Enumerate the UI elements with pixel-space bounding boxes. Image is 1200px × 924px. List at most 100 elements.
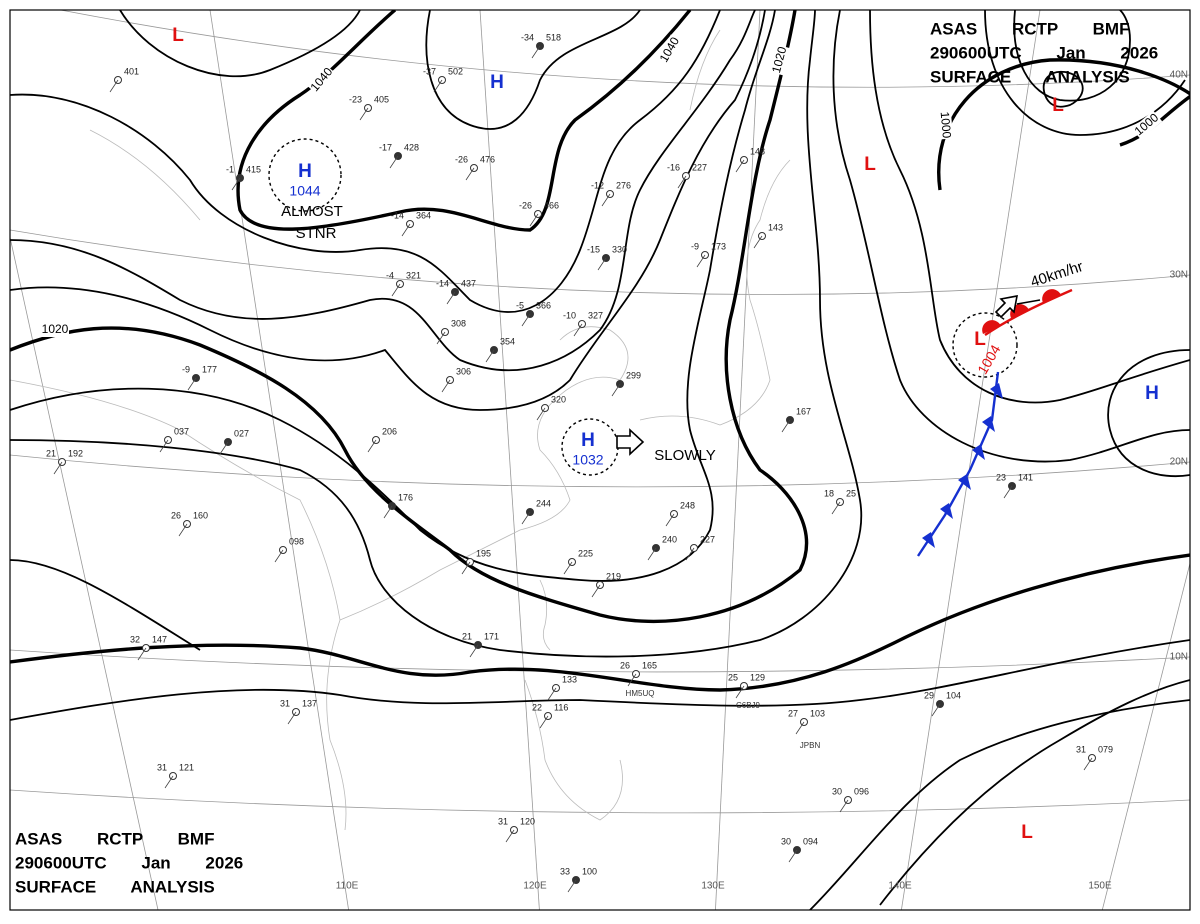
station-pressure: 330 — [612, 244, 627, 254]
ship-callsign: C6BJ9 — [736, 701, 761, 710]
latitude-label: 40N — [1170, 70, 1188, 81]
isobar-label-bg — [41, 323, 69, 337]
station-pressure: 133 — [562, 674, 577, 684]
station-pressure: 137 — [302, 698, 317, 708]
station-wind — [359, 107, 369, 121]
cold-front — [916, 371, 1000, 557]
station-pressure: 308 — [451, 318, 466, 328]
station-pressure: 276 — [616, 180, 631, 190]
pressure-center-symbol: H — [490, 72, 504, 93]
warm-front-semicircle — [1042, 289, 1061, 303]
station-pressure: 147 — [152, 634, 167, 644]
station-temperature: 25 — [728, 672, 738, 682]
station-wind — [647, 547, 657, 561]
station-wind — [485, 349, 495, 363]
station-wind — [389, 155, 399, 169]
station-wind — [781, 419, 791, 433]
station-pressure: 466 — [544, 200, 559, 210]
station-wind — [795, 721, 805, 735]
station-pressure: 225 — [578, 548, 593, 558]
station-wind — [367, 439, 377, 453]
isobar-label-bg — [936, 110, 954, 140]
station-temperature: 29 — [924, 690, 934, 700]
station-pressure: 364 — [416, 210, 431, 220]
station-wind — [547, 687, 557, 701]
station-wind — [109, 79, 119, 93]
station-wind — [231, 177, 241, 191]
station-wind — [274, 549, 284, 563]
station-wind — [465, 167, 475, 181]
station-temperature: 31 — [280, 698, 290, 708]
station-pressure: 518 — [546, 32, 561, 42]
longitude-label: 120E — [523, 881, 547, 892]
station-wind — [563, 561, 573, 575]
station-wind — [567, 879, 577, 893]
station-wind — [536, 407, 546, 421]
map-frame — [9, 9, 1191, 911]
isobar-label: 1020 — [42, 322, 69, 336]
station-pressure: 437 — [461, 278, 476, 288]
isobar-label: 1000 — [938, 111, 954, 139]
station-pressure: 428 — [404, 142, 419, 152]
longitude-label: 140E — [888, 881, 912, 892]
station-wind — [159, 439, 169, 453]
station-pressure: 354 — [500, 336, 515, 346]
station-wind — [505, 829, 515, 843]
station-pressure: 165 — [642, 660, 657, 670]
station-temperature: -34 — [521, 32, 534, 42]
ship-callsign: JPBN — [800, 741, 821, 750]
station-temperature: 31 — [157, 762, 167, 772]
station-wind — [665, 513, 675, 527]
station-wind — [531, 45, 541, 59]
station-wind — [931, 703, 941, 717]
station-temperature: -26 — [455, 154, 468, 164]
station-wind — [436, 331, 446, 345]
cold-front-triangle — [958, 474, 971, 490]
station-pressure: 502 — [448, 66, 463, 76]
station-wind — [685, 547, 695, 561]
isobar-label-bg — [656, 34, 684, 66]
station-temperature: 30 — [781, 836, 791, 846]
cold-front-triangle — [972, 444, 985, 460]
pressure-center-value: 1044 — [289, 183, 320, 199]
station-pressure: 177 — [202, 364, 217, 374]
pressure-center-symbol: L — [1052, 95, 1064, 116]
station-wind — [219, 441, 229, 455]
station-pressure: 206 — [382, 426, 397, 436]
station-wind — [461, 561, 471, 575]
station-temperature: -15 — [587, 244, 600, 254]
station-temperature: -10 — [563, 310, 576, 320]
station-wind — [446, 291, 456, 305]
station-temperature: 26 — [620, 660, 630, 670]
station-pressure: 244 — [536, 498, 551, 508]
station-temperature: -14 — [391, 210, 404, 220]
pressure-center-symbol: L — [864, 154, 876, 175]
pressure-center-symbol: L — [172, 25, 184, 46]
station-wind — [601, 193, 611, 207]
station-wind — [164, 775, 174, 789]
station-pressure: 103 — [810, 708, 825, 718]
station-pressure: 176 — [398, 492, 413, 502]
isobar-label-bg — [307, 64, 337, 96]
station-pressure: 401 — [124, 66, 139, 76]
pressure-center-symbol: H — [1145, 383, 1159, 404]
station-pressure: 096 — [854, 786, 869, 796]
station-pressure: 171 — [484, 631, 499, 641]
pressure-center-value: 1032 — [572, 452, 603, 468]
cold-front-triangle — [940, 503, 953, 519]
stations: -1 415 401 -23 405 -17 428 -26 476 -37 502 -34 518 -1… — [46, 32, 1113, 893]
isobar-label-bg — [769, 44, 791, 76]
station-pressure: 476 — [480, 154, 495, 164]
station-temperature: -37 — [423, 66, 436, 76]
station-wind — [137, 647, 147, 661]
station-pressure: 299 — [626, 370, 641, 380]
station-wind — [1003, 485, 1013, 499]
cold-front-triangle — [922, 532, 935, 548]
ship-callsign: HM5UQ — [626, 689, 655, 698]
station-pressure: 195 — [476, 548, 491, 558]
station-wind — [788, 849, 798, 863]
station-pressure: 079 — [1098, 744, 1113, 754]
station-pressure: 148 — [750, 146, 765, 156]
station-wind — [287, 711, 297, 725]
